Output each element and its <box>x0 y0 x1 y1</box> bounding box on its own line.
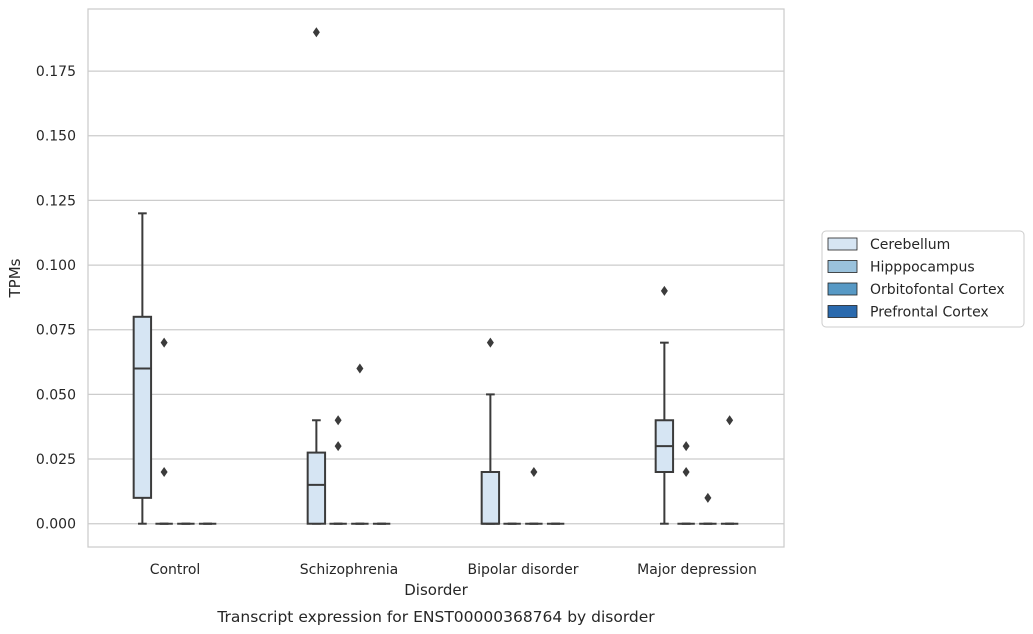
x-tick-label: Bipolar disorder <box>467 562 578 578</box>
y-tick-labels: 0.000 0.025 0.050 0.075 0.100 0.125 0.150 0.175 <box>36 64 76 533</box>
outlier-point <box>356 363 364 374</box>
x-tick-labels: Control Schizophrenia Bipolar disorder Majo… <box>150 562 757 578</box>
box-iqr <box>480 470 501 525</box>
box-cerebellum-bipolar-disorder <box>480 337 501 525</box>
outlier-point <box>660 285 668 296</box>
outlier-point <box>704 492 712 503</box>
legend-swatch <box>827 260 858 273</box>
box-orbitofontal-cortex-major-depression <box>699 492 717 525</box>
legend: Cerebellum Hipppocampus Orbitofontal Corte… <box>821 230 1025 328</box>
outlier-point <box>726 415 734 426</box>
box-orbitofontal-cortex-bipolar-disorder <box>525 466 543 525</box>
outlier-point <box>530 466 538 477</box>
x-tick-label: Control <box>150 562 201 578</box>
y-tick-label: 0.125 <box>36 193 76 209</box>
y-tick-label: 0.000 <box>36 517 76 533</box>
grid-lines <box>88 70 784 525</box>
outlier-point <box>334 441 342 452</box>
x-tick-label: Major depression <box>637 562 757 578</box>
box-series <box>132 27 739 525</box>
outlier-point <box>682 441 690 452</box>
y-axis-title: TPMs <box>6 258 24 298</box>
box-hipppocampus-major-depression <box>677 441 695 525</box>
y-tick-label: 0.100 <box>36 258 76 274</box>
legend-label: Orbitofontal Cortex <box>870 282 1005 298</box>
outlier-point <box>334 415 342 426</box>
outlier-point <box>486 337 494 348</box>
y-tick-label: 0.150 <box>36 129 76 145</box>
box-hipppocampus-schizophrenia <box>329 415 347 525</box>
legend-item-hipppocampus: Hipppocampus <box>827 260 975 276</box>
legend-item-prefrontal-cortex: Prefrontal Cortex <box>827 305 989 321</box>
legend-label: Cerebellum <box>870 237 950 253</box>
box-hipppocampus-control <box>155 337 173 525</box>
y-tick-label: 0.175 <box>36 64 76 80</box>
outlier-point <box>160 337 168 348</box>
box-iqr <box>306 451 327 525</box>
plot-frame <box>87 8 785 548</box>
legend-swatch <box>827 282 858 296</box>
legend-item-cerebellum: Cerebellum <box>827 237 950 253</box>
box-cerebellum-schizophrenia <box>306 27 327 525</box>
box-orbitofontal-cortex-schizophrenia <box>351 363 369 525</box>
outlier-point <box>682 466 690 477</box>
legend-frame <box>821 230 1025 328</box>
outlier-point <box>312 27 320 38</box>
legend-swatch <box>827 237 858 251</box>
legend-item-orbitofontal-cortex: Orbitofontal Cortex <box>827 282 1005 298</box>
legend-label: Hipppocampus <box>870 260 975 276</box>
box-iqr <box>132 315 153 499</box>
y-tick-label: 0.050 <box>36 387 76 403</box>
x-tick-label: Schizophrenia <box>300 562 398 578</box>
outlier-point <box>160 466 168 477</box>
y-tick-label: 0.075 <box>36 323 76 339</box>
box-cerebellum-control <box>132 212 153 525</box>
y-tick-label: 0.025 <box>36 452 76 468</box>
box-prefrontal-cortex-major-depression <box>720 415 739 525</box>
box-cerebellum-major-depression <box>654 285 675 525</box>
chart-caption: Transcript expression for ENST0000036876… <box>216 608 655 626</box>
legend-label: Prefrontal Cortex <box>870 305 989 321</box>
legend-swatch <box>827 305 858 318</box>
x-axis-title: Disorder <box>404 581 468 599</box>
